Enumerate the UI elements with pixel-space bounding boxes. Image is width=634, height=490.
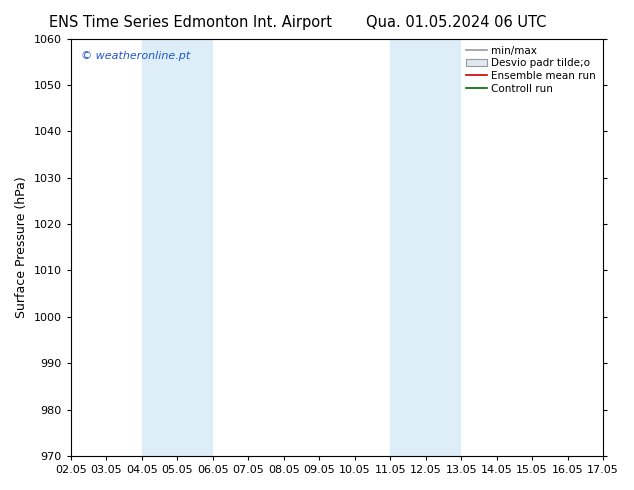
Legend: min/max, Desvio padr tilde;o, Ensemble mean run, Controll run: min/max, Desvio padr tilde;o, Ensemble m… <box>464 44 598 96</box>
Text: © weatheronline.pt: © weatheronline.pt <box>81 51 191 61</box>
Bar <box>141 39 177 456</box>
Bar <box>425 39 461 456</box>
Text: ENS Time Series Edmonton Int. Airport: ENS Time Series Edmonton Int. Airport <box>49 15 332 30</box>
Text: Qua. 01.05.2024 06 UTC: Qua. 01.05.2024 06 UTC <box>366 15 547 30</box>
Bar <box>177 39 212 456</box>
Y-axis label: Surface Pressure (hPa): Surface Pressure (hPa) <box>15 176 28 318</box>
Bar <box>390 39 425 456</box>
